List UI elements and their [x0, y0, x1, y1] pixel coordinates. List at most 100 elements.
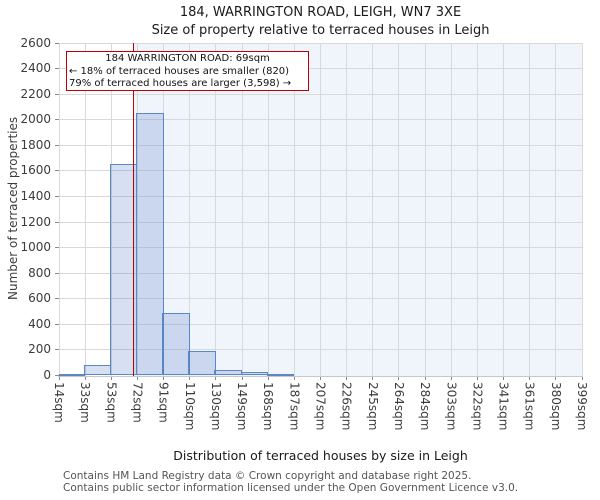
x-gridline: [58, 43, 60, 376]
x-tick-label: 284sqm: [418, 381, 433, 430]
x-tick-mark: [267, 375, 269, 380]
histogram-bar: [188, 351, 216, 376]
x-gridline: [84, 43, 86, 376]
x-gridline: [346, 43, 348, 376]
x-tick-mark: [555, 375, 557, 380]
y-tick-mark: [55, 93, 59, 95]
y-tick-label: 200: [28, 342, 51, 357]
x-tick-mark: [424, 375, 426, 380]
y-tick-label: 1800: [20, 137, 51, 152]
x-axis-title: Distribution of terraced houses by size …: [173, 448, 468, 463]
x-tick-mark: [398, 375, 400, 380]
histogram-bar: [135, 113, 164, 376]
x-gridline: [450, 43, 452, 376]
x-tick-label: 361sqm: [522, 381, 537, 430]
y-tick-mark: [55, 195, 59, 197]
x-tick-label: 14sqm: [52, 381, 66, 423]
x-tick-label: 207sqm: [313, 381, 328, 430]
x-gridline: [293, 43, 295, 376]
x-tick-label: 226sqm: [339, 381, 354, 430]
annotation-larger-line: 79% of terraced houses are larger (3,598…: [69, 78, 292, 90]
x-tick-mark: [581, 375, 583, 380]
y-tick-label: 1600: [20, 163, 51, 178]
y-tick-mark: [55, 323, 59, 325]
x-tick-mark: [529, 375, 531, 380]
x-tick-label: 341sqm: [496, 381, 511, 430]
x-tick-mark: [346, 375, 348, 380]
x-tick-label: 380sqm: [548, 381, 563, 430]
x-gridline: [241, 43, 243, 376]
x-tick-label: 149sqm: [235, 381, 250, 430]
histogram-bar: [240, 372, 269, 376]
x-gridline: [267, 43, 269, 376]
x-tick-label: 303sqm: [444, 381, 459, 430]
y-tick-label: 1000: [20, 240, 51, 255]
x-tick-mark: [372, 375, 374, 380]
x-gridline: [581, 43, 583, 376]
x-gridline: [424, 43, 426, 376]
y-tick-label: 2400: [20, 61, 51, 76]
x-tick-label: 33sqm: [78, 381, 93, 423]
x-tick-mark: [320, 375, 321, 380]
x-gridline: [503, 43, 505, 376]
x-gridline: [398, 43, 400, 376]
y-tick-label: 2600: [20, 35, 51, 50]
x-axis-spine: [58, 375, 583, 377]
x-tick-label: 399sqm: [575, 381, 589, 430]
x-gridline: [215, 43, 217, 376]
x-tick-mark: [293, 375, 295, 380]
x-tick-label: 245sqm: [365, 381, 380, 430]
x-gridline: [189, 43, 191, 376]
x-tick-mark: [110, 375, 112, 380]
y-tick-mark: [55, 272, 59, 274]
x-gridline: [529, 43, 531, 376]
x-tick-mark: [215, 375, 217, 380]
x-tick-mark: [163, 375, 165, 380]
y-tick-mark: [55, 144, 59, 146]
x-tick-mark: [450, 375, 452, 380]
x-tick-mark: [503, 375, 505, 380]
annotation-box: 184 WARRINGTON ROAD: 69sqm ← 18% of terr…: [66, 51, 309, 91]
footer-copyright-line: Contains HM Land Registry data © Crown c…: [63, 470, 472, 482]
y-tick-mark: [55, 349, 59, 351]
annotation-property-line: 184 WARRINGTON ROAD: 69sqm: [105, 53, 270, 64]
x-gridline: [555, 43, 557, 376]
x-tick-label: 187sqm: [287, 381, 302, 430]
y-tick-mark: [55, 221, 59, 223]
y-tick-mark: [55, 375, 59, 376]
x-gridline: [136, 43, 138, 376]
histogram-bar: [162, 312, 190, 376]
x-tick-label: 322sqm: [470, 381, 485, 430]
x-tick-label: 91sqm: [156, 381, 171, 423]
x-tick-mark: [84, 375, 86, 380]
x-tick-mark: [58, 375, 60, 380]
x-tick-label: 264sqm: [391, 381, 406, 430]
larger-region-shade: [133, 43, 582, 376]
chart-subtitle: Size of property relative to terraced ho…: [151, 23, 490, 38]
footer-licence-line: Contains public sector information licen…: [63, 481, 519, 494]
y-tick-mark: [55, 298, 59, 300]
x-tick-mark: [241, 375, 243, 380]
y-tick-mark: [55, 119, 59, 121]
x-tick-mark: [189, 375, 191, 380]
x-tick-label: 130sqm: [208, 381, 223, 430]
y-tick-label: 400: [28, 316, 51, 331]
histogram-bar: [109, 164, 138, 376]
x-gridline: [163, 43, 165, 376]
y-tick-mark: [55, 42, 59, 44]
y-tick-label: 600: [28, 291, 51, 306]
x-gridline: [320, 43, 321, 376]
y-tick-label: 2200: [20, 86, 51, 101]
annotation-smaller-line: ← 18% of terraced houses are smaller (82…: [69, 65, 290, 77]
x-tick-mark: [476, 375, 478, 380]
x-tick-label: 53sqm: [104, 381, 119, 423]
x-tick-mark: [136, 375, 138, 380]
y-tick-label: 0: [43, 368, 51, 382]
y-axis-title: Number of terraced properties: [6, 116, 20, 300]
x-tick-label: 168sqm: [261, 381, 276, 430]
y-tick-label: 2000: [20, 112, 51, 127]
x-gridline: [476, 43, 478, 376]
y-tick-mark: [55, 170, 59, 172]
chart-title: 184, WARRINGTON ROAD, LEIGH, WN7 3XE: [179, 5, 462, 20]
